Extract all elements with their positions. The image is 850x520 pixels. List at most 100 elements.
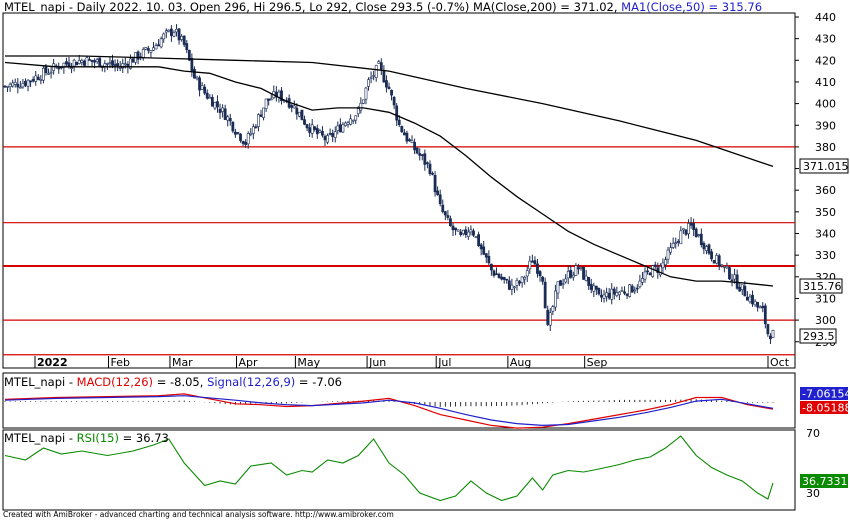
candle-body: [582, 266, 585, 280]
candle-body: [313, 126, 317, 130]
candle-body: [31, 79, 35, 82]
candle-body: [80, 60, 84, 63]
candle-body: [172, 32, 176, 37]
candle-body: [579, 267, 583, 269]
candle-body: [492, 270, 496, 276]
candle-body: [3, 85, 7, 88]
candle-body: [431, 173, 434, 175]
candle-body: [49, 71, 53, 74]
candle-body: [569, 269, 573, 278]
candle-body: [666, 249, 670, 260]
candle-body: [423, 153, 427, 165]
rsi-header-prefix: MTEL_napi -: [4, 431, 77, 445]
price-tick-label: 410: [815, 76, 836, 89]
candle-body: [464, 229, 468, 235]
candle-body: [328, 133, 332, 135]
price-tick-label: 330: [815, 249, 836, 262]
candle-body: [397, 119, 401, 125]
signal-header-value: = -7.06: [299, 375, 342, 389]
candle-body: [177, 28, 181, 41]
date-tick-label: Aug: [510, 356, 531, 369]
candle-body: [262, 107, 265, 118]
candle-body: [72, 59, 76, 67]
candle-body: [553, 290, 557, 308]
candle-body: [592, 285, 596, 292]
rsi-tick-70: 70: [806, 427, 820, 440]
candle-body: [170, 28, 173, 36]
candle-body: [538, 271, 542, 277]
rsi-tick-30: 30: [806, 487, 820, 500]
candle-body: [21, 83, 25, 88]
candle-body: [88, 59, 91, 61]
candle-body: [681, 228, 685, 231]
candle-body: [39, 79, 43, 81]
candle-body: [505, 278, 509, 281]
candle-body: [308, 127, 312, 133]
date-tick-label: Jul: [437, 356, 451, 369]
candle-body: [18, 86, 22, 89]
candle-body: [484, 253, 488, 258]
candle-body: [336, 125, 340, 131]
candle-body: [722, 266, 726, 268]
candle-body: [241, 141, 245, 144]
candle-body: [310, 124, 314, 134]
price-axis: 4404304204104003903803703603503403303203…: [795, 11, 836, 349]
candle-body: [182, 35, 186, 45]
price-tick-label: 300: [815, 314, 836, 327]
ma50-value-text: 315.76: [803, 280, 842, 293]
candle-body: [93, 60, 97, 63]
candle-body: [203, 86, 207, 94]
signal-value-box: -7.06154: [800, 387, 850, 401]
candle-body: [477, 234, 481, 247]
candle-body: [218, 108, 222, 113]
candle-body: [390, 89, 393, 96]
candle-body: [664, 259, 667, 265]
candle-body: [758, 306, 762, 309]
candle-body: [392, 96, 396, 106]
candle-body: [510, 284, 514, 290]
candle-body: [692, 223, 696, 230]
candle-body: [195, 76, 199, 80]
candle-body: [280, 90, 283, 101]
candle-body: [341, 124, 345, 133]
candle-body: [8, 83, 12, 88]
candle-body: [154, 45, 158, 50]
macd-value-text: -8.05188: [802, 402, 850, 415]
candle-body: [705, 246, 708, 251]
candle-body: [610, 288, 614, 300]
candle-body: [103, 63, 107, 67]
candle-body: [648, 272, 652, 276]
candle-body: [525, 270, 529, 277]
signal-value-text: -7.06154: [802, 388, 850, 401]
candle-body: [149, 50, 153, 53]
candle-body: [635, 287, 639, 290]
candle-body: [710, 251, 713, 260]
macd-header-value: = -8.05,: [157, 375, 207, 389]
date-tick-label: Sep: [587, 356, 608, 369]
candle-body: [44, 66, 48, 74]
candle-body: [210, 97, 214, 107]
candle-body: [679, 230, 683, 245]
candle-body: [745, 296, 749, 301]
date-tick-label: Apr: [239, 356, 259, 369]
candle-body: [175, 28, 178, 33]
candle-body: [382, 70, 386, 83]
price-tick-label: 420: [815, 54, 836, 67]
candle-body: [684, 229, 688, 235]
candle-body: [449, 218, 452, 226]
candle-body: [728, 267, 731, 280]
candle-body: [502, 277, 506, 280]
candle-body: [295, 107, 299, 115]
price-tick-label: 430: [815, 33, 836, 46]
candle-body: [656, 267, 660, 273]
candle-body: [543, 281, 547, 309]
candle-body: [6, 86, 9, 88]
candle-body: [129, 58, 132, 69]
price-tick-label: 440: [815, 11, 836, 24]
candle-body: [699, 233, 703, 245]
candle-body: [144, 47, 148, 50]
footer-credit: Created with AmiBroker - advanced charti…: [3, 510, 394, 519]
candle-body: [377, 61, 381, 64]
candle-body: [766, 324, 770, 335]
